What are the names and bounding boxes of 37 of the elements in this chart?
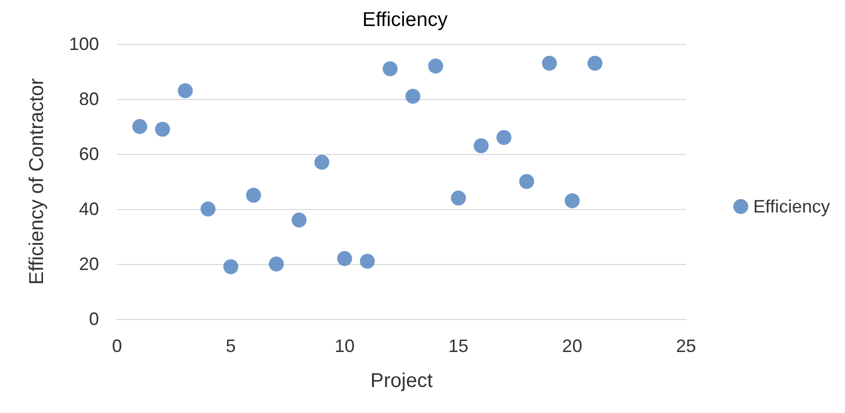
- point: [132, 119, 148, 134]
- y-tick-label: 40: [78, 199, 99, 219]
- x-tick-label: 5: [226, 336, 236, 356]
- point: [564, 193, 580, 208]
- point: [450, 190, 466, 206]
- chart-title: Efficiency: [362, 9, 448, 31]
- y-tick-label: 100: [68, 34, 99, 54]
- point: [223, 259, 238, 274]
- x-axis-title: Project: [370, 370, 434, 392]
- point: [314, 154, 330, 170]
- point: [382, 61, 398, 76]
- point: [337, 251, 352, 266]
- point: [155, 122, 170, 137]
- point: [405, 88, 420, 104]
- point: [542, 56, 557, 71]
- point: [519, 174, 534, 189]
- x-tick-label: 10: [334, 336, 355, 356]
- y-tick-label: 20: [78, 254, 99, 274]
- point: [587, 56, 602, 71]
- y-tick-label: 80: [78, 89, 99, 109]
- x-tick-label: 0: [112, 336, 122, 356]
- point: [200, 202, 216, 216]
- y-axis-title: Efficiency of Contractor: [26, 78, 48, 285]
- y-tick-label: 0: [88, 309, 99, 329]
- y-tick-label: 60: [78, 144, 99, 164]
- point: [268, 256, 284, 272]
- point: [360, 254, 375, 269]
- x-tick-label: 15: [448, 336, 468, 356]
- x-tick-label: 20: [562, 336, 582, 356]
- x-tick-label: 25: [676, 336, 696, 356]
- point: [246, 188, 262, 203]
- point: [474, 138, 489, 154]
- point: [292, 212, 307, 228]
- point: [496, 130, 512, 145]
- point: [178, 83, 193, 98]
- point: [428, 58, 444, 74]
- legend-label: Efficiency: [753, 196, 830, 216]
